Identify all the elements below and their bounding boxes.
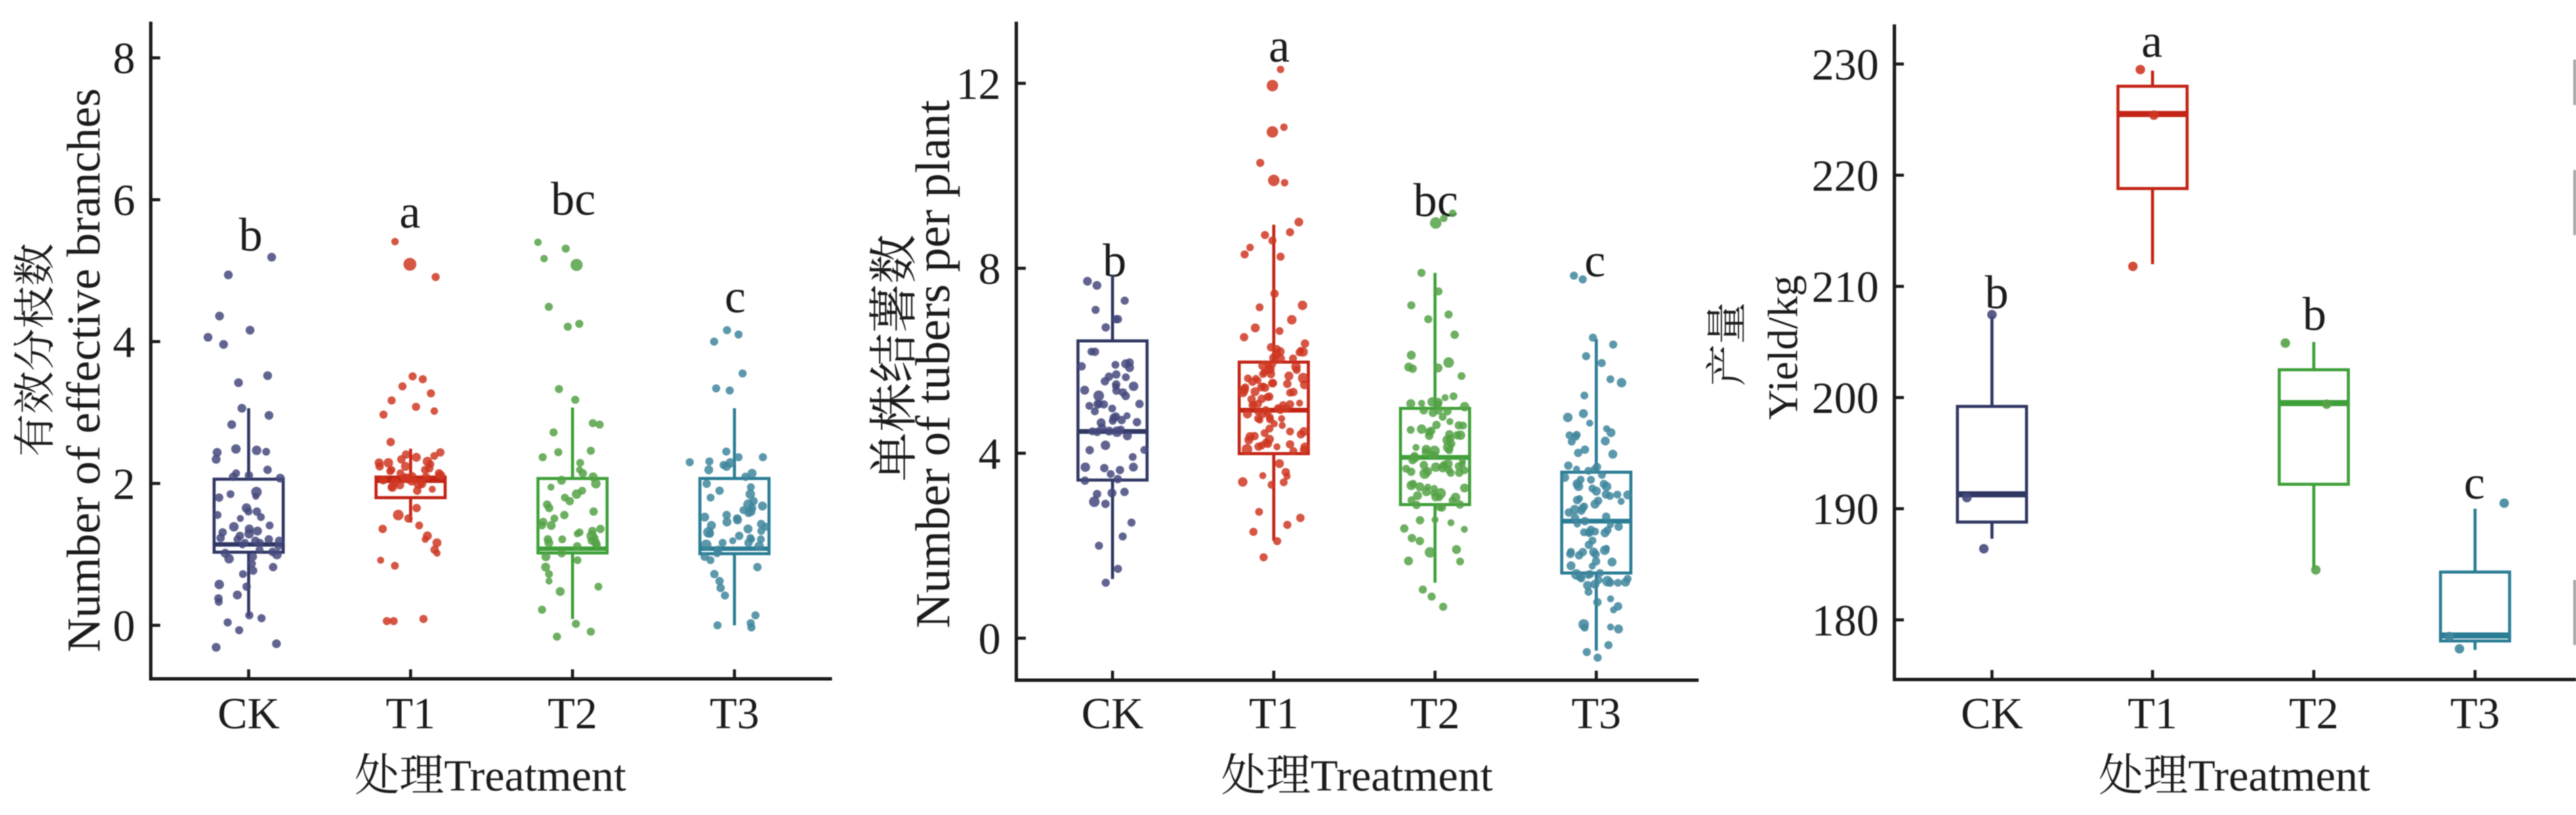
svg-text:a: a: [399, 186, 420, 238]
svg-text:T1: T1: [386, 689, 435, 738]
svg-text:T3: T3: [1571, 689, 1621, 738]
svg-text:4: 4: [113, 318, 136, 367]
svg-text:T2: T2: [1410, 689, 1459, 738]
svg-text:b: b: [1103, 235, 1127, 287]
svg-text:CK: CK: [217, 689, 280, 738]
svg-text:T2: T2: [2289, 689, 2338, 738]
svg-text:230: 230: [1812, 40, 1879, 89]
svg-text:CK: CK: [1081, 689, 1144, 738]
svg-text:b: b: [239, 209, 263, 262]
svg-text:8: 8: [113, 34, 136, 83]
svg-text:b: b: [1985, 267, 2009, 319]
svg-text:T3: T3: [2450, 689, 2499, 738]
svg-text:T1: T1: [1249, 689, 1298, 738]
svg-text:c: c: [1584, 235, 1605, 287]
svg-text:200: 200: [1812, 374, 1879, 423]
svg-text:Yield/kg: Yield/kg: [1760, 275, 1806, 420]
svg-text:0: 0: [113, 602, 136, 651]
svg-text:2: 2: [113, 459, 136, 509]
svg-text:c: c: [2464, 457, 2485, 509]
svg-text:12: 12: [956, 60, 1001, 109]
svg-text:CK: CK: [1961, 689, 2023, 738]
svg-text:c: c: [724, 271, 745, 323]
svg-text:220: 220: [1812, 151, 1879, 201]
svg-text:T3: T3: [709, 689, 759, 738]
svg-text:Number of effective branches: Number of effective branches: [58, 88, 110, 652]
svg-text:T1: T1: [2127, 689, 2177, 738]
svg-text:190: 190: [1812, 485, 1879, 535]
svg-text:180: 180: [1812, 596, 1879, 646]
svg-text:Treatment: Treatment: [444, 751, 626, 801]
svg-text:210: 210: [1812, 262, 1879, 312]
svg-text:bc: bc: [551, 173, 596, 226]
svg-text:b: b: [2303, 289, 2327, 341]
svg-text:8: 8: [978, 245, 1001, 294]
svg-text:a: a: [1268, 20, 1289, 72]
svg-text:Treatment: Treatment: [2188, 751, 2370, 801]
svg-text:0: 0: [978, 614, 1001, 664]
svg-text:T2: T2: [547, 689, 597, 738]
svg-text:Number of tubers per plant: Number of tubers per plant: [906, 100, 960, 629]
svg-text:4: 4: [978, 430, 1001, 479]
svg-text:6: 6: [113, 176, 136, 226]
svg-text:a: a: [2141, 16, 2162, 68]
svg-text:Treatment: Treatment: [1310, 751, 1493, 801]
